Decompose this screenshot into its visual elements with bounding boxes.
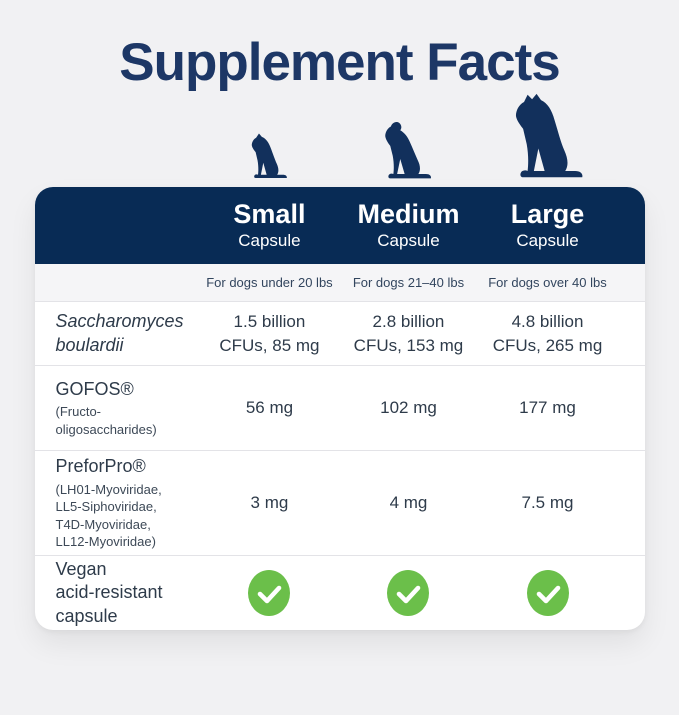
value-medium: 4 mg xyxy=(389,493,428,513)
infographic-page: Supplement Facts Small Capsule Medium Ca… xyxy=(0,36,679,715)
check-cell-small xyxy=(199,570,339,616)
value-large: 7.5 mg xyxy=(521,493,574,513)
column-type-label: Capsule xyxy=(377,230,440,250)
ingredient-cell: PreforPro® (LH01-Myoviridae, LL5-Siphovi… xyxy=(35,455,200,551)
supplement-facts-card: Small Capsule Medium Capsule Large Capsu… xyxy=(34,187,645,630)
check-cell-medium xyxy=(339,570,477,616)
ingredient-detail: (Fructo- oligosaccharides) xyxy=(55,404,157,437)
table-row-gofos: GOFOS® (Fructo- oligosaccharides) 56 mg … xyxy=(34,366,645,451)
column-size-name: Small xyxy=(233,199,306,230)
ingredient-name: GOFOS® xyxy=(55,378,134,399)
column-size-name: Large xyxy=(510,199,585,230)
value-medium: 102 mg xyxy=(380,398,437,418)
column-type-label: Capsule xyxy=(516,230,579,250)
value-small: 1.5 billion CFUs, 85 mg xyxy=(219,311,320,355)
ingredient-cell: Saccharomyces boulardii xyxy=(35,310,200,357)
dog-size-illustrations xyxy=(35,89,645,179)
medium-dog-icon xyxy=(384,122,431,179)
audience-large: For dogs over 40 lbs xyxy=(488,275,607,290)
ingredient-name: Vegan acid-resistant capsule xyxy=(55,558,163,626)
check-cell-large xyxy=(478,570,618,616)
ingredient-name: Saccharomyces boulardii xyxy=(55,311,184,355)
check-circle-icon xyxy=(526,570,569,616)
column-header-medium: Medium Capsule xyxy=(339,200,477,250)
value-small: 3 mg xyxy=(250,493,289,513)
column-header-small: Small Capsule xyxy=(199,200,339,250)
ingredient-detail: (LH01-Myoviridae, LL5-Siphoviridae, T4D-… xyxy=(55,481,162,550)
ingredient-cell: Vegan acid-resistant capsule xyxy=(35,558,200,628)
small-dog-icon xyxy=(251,133,287,179)
value-medium: 2.8 billion CFUs, 153 mg xyxy=(353,311,464,355)
column-type-label: Capsule xyxy=(238,230,301,250)
table-row-vegan-capsule: Vegan acid-resistant capsule xyxy=(35,556,645,630)
table-row-preforpro: PreforPro® (LH01-Myoviridae, LL5-Siphovi… xyxy=(34,451,645,556)
column-size-name: Medium xyxy=(357,199,460,230)
ingredient-name: PreforPro® xyxy=(55,456,146,477)
column-header-large: Large Capsule xyxy=(478,200,618,250)
audience-small: For dogs under 20 lbs xyxy=(206,275,333,290)
value-large: 4.8 billion CFUs, 265 mg xyxy=(492,311,603,355)
large-dog-icon xyxy=(515,93,582,178)
audience-medium: For dogs 21–40 lbs xyxy=(352,275,465,290)
check-circle-icon xyxy=(248,570,291,616)
table-header-row: Small Capsule Medium Capsule Large Capsu… xyxy=(34,187,645,264)
check-circle-icon xyxy=(387,570,430,616)
value-large: 177 mg xyxy=(519,398,576,418)
ingredient-cell: GOFOS® (Fructo- oligosaccharides) xyxy=(35,378,200,438)
value-small: 56 mg xyxy=(245,398,294,418)
table-row-saccharomyces: Saccharomyces boulardii 1.5 billion CFUs… xyxy=(34,302,645,366)
audience-row: For dogs under 20 lbs For dogs 21–40 lbs… xyxy=(34,264,645,302)
page-title: Supplement Facts xyxy=(119,33,560,92)
